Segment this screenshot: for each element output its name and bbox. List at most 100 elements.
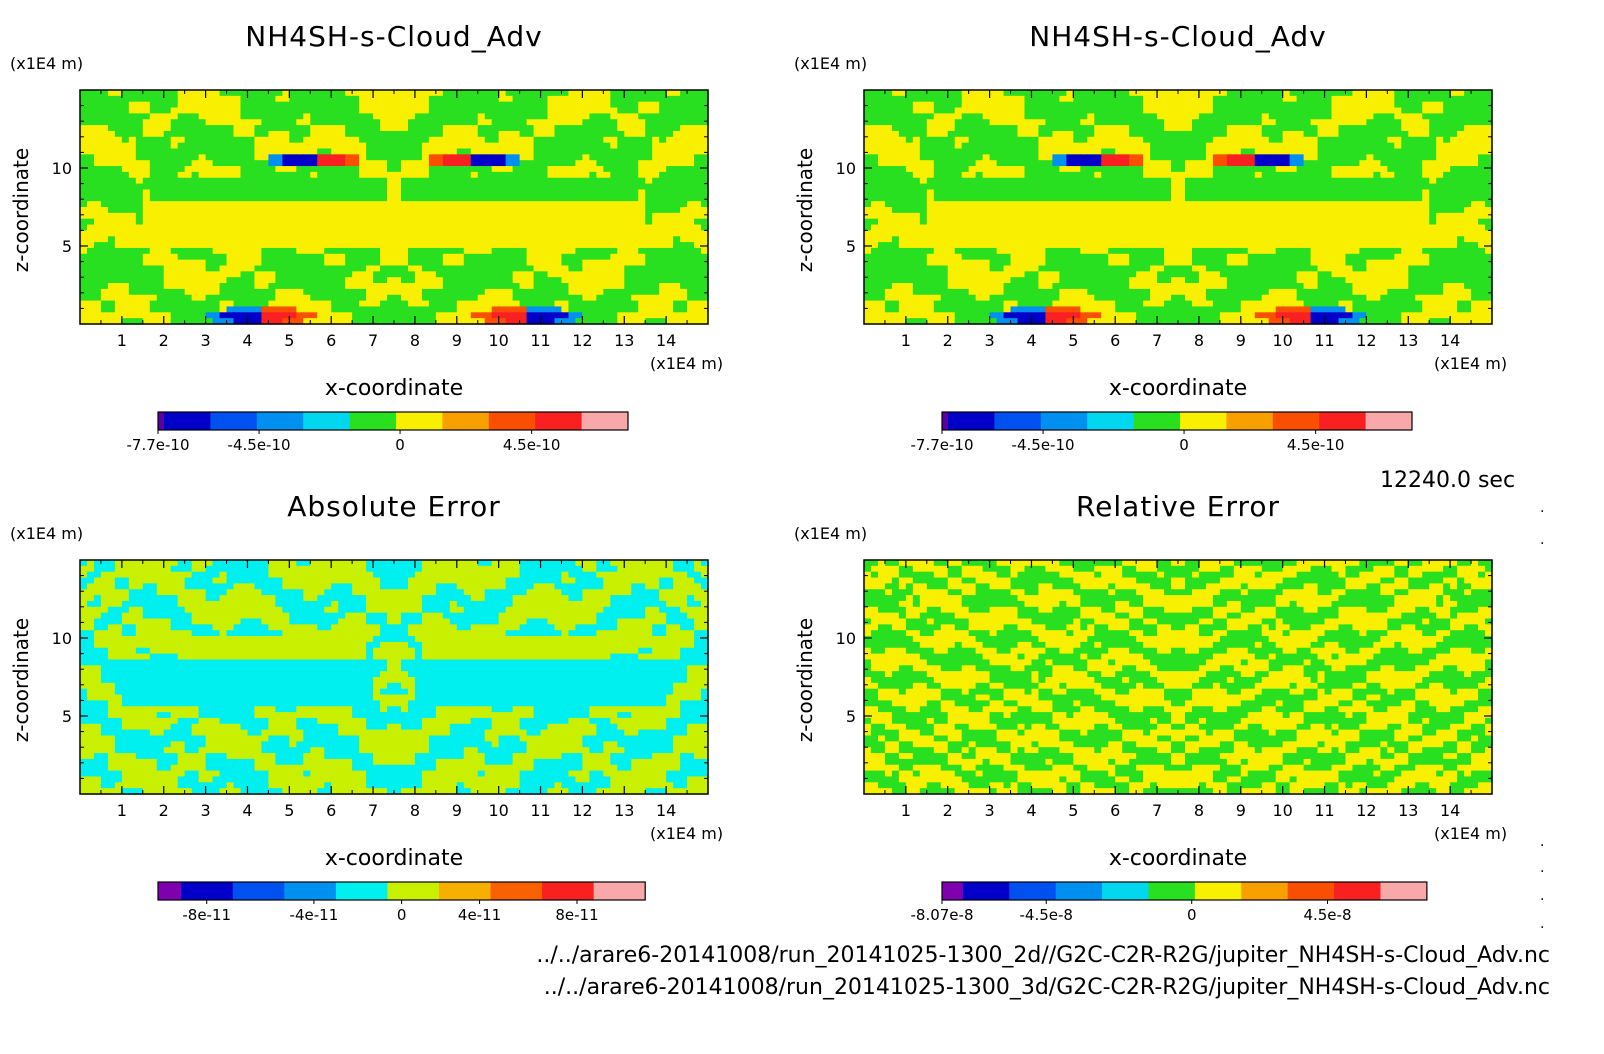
- x-tick-label: 1: [901, 801, 911, 820]
- x-tick-label: 3: [985, 801, 995, 820]
- y-tick-label: 5: [846, 237, 856, 256]
- x-tick-label: 14: [656, 801, 676, 820]
- x-tick-label: 13: [1398, 331, 1418, 350]
- y-tick-label: 10: [836, 629, 856, 648]
- x-tick-label: 6: [1110, 331, 1120, 350]
- colorbar-tick-label: -8e-11: [182, 906, 231, 924]
- x-tick-label: 6: [326, 331, 336, 350]
- colorbar-swatch: [164, 412, 211, 430]
- colorbar-swatch: [396, 412, 443, 430]
- colorbar-swatch: [535, 412, 583, 430]
- x-tick-label: 12: [1356, 801, 1376, 820]
- dot-marker: .: [1540, 860, 1545, 876]
- chart-title: NH4SH-s-Cloud_Adv: [245, 20, 543, 53]
- y-tick-label: 10: [836, 159, 856, 178]
- heatmap-field: [80, 560, 709, 795]
- colorbar-tick-label: -4.5e-10: [1012, 436, 1075, 454]
- dot-marker: .: [1540, 532, 1545, 548]
- colorbar-swatch: [256, 412, 304, 430]
- colorbar-swatch: [1087, 412, 1135, 430]
- x-tick-label: 14: [1440, 331, 1460, 350]
- colorbar-tick-label: 0: [397, 906, 407, 924]
- x-tick-label: 12: [572, 801, 592, 820]
- colorbar-tick-label: 0: [395, 436, 405, 454]
- x-tick-label: 5: [284, 331, 294, 350]
- x-tick-label: 1: [117, 331, 127, 350]
- colorbar: -7.7e-10 -4.5e-10 0 4.5e-10: [911, 411, 1413, 454]
- chart-title: Relative Error: [1075, 490, 1281, 523]
- x-tick-label: 4: [242, 801, 252, 820]
- colorbar-swatch: [442, 412, 490, 430]
- colorbar-tick-label: 0: [1187, 906, 1197, 924]
- x-axis-label: x-coordinate: [1108, 846, 1248, 871]
- x-unit-label: (x1E4 m): [1434, 354, 1508, 373]
- x-tick-label: 10: [488, 331, 508, 350]
- heatmap-field: [80, 90, 709, 325]
- colorbar-swatch: [1102, 882, 1149, 900]
- colorbar-swatch: [1194, 882, 1242, 900]
- x-tick-label: 7: [1152, 801, 1162, 820]
- chart-panel-4: Relative Error (x1E4 m) z-coordinate (x1…: [784, 470, 1564, 940]
- y-tick-label: 5: [62, 237, 72, 256]
- x-tick-label: 13: [614, 801, 634, 820]
- colorbar-swatch: [158, 412, 165, 430]
- x-tick-label: 9: [452, 801, 462, 820]
- colorbar-swatch: [1009, 882, 1057, 900]
- x-tick-label: 9: [1236, 801, 1246, 820]
- y-tick-label: 5: [62, 707, 72, 726]
- chart-panel-2: NH4SH-s-Cloud_Adv (x1E4 m) z-coordinate …: [784, 0, 1564, 470]
- x-tick-label: 9: [452, 331, 462, 350]
- x-tick-label: 12: [572, 331, 592, 350]
- colorbar-swatch: [1133, 412, 1181, 430]
- colorbar-tick-label: -8.07e-8: [911, 906, 974, 924]
- x-tick-label: 7: [1152, 331, 1162, 350]
- x-tick-label: 5: [1068, 801, 1078, 820]
- colorbar-swatch: [335, 882, 388, 900]
- x-tick-label: 3: [985, 331, 995, 350]
- x-tick-label: 1: [901, 331, 911, 350]
- colorbar-swatch: [1272, 412, 1320, 430]
- y-tick-label: 10: [52, 629, 72, 648]
- x-tick-label: 14: [1440, 801, 1460, 820]
- chart-title: Absolute Error: [287, 490, 501, 523]
- y-unit-label: (x1E4 m): [10, 524, 84, 543]
- colorbar-swatch: [181, 882, 234, 900]
- x-tick-label: 10: [1272, 331, 1292, 350]
- x-unit-label: (x1E4 m): [650, 824, 724, 843]
- x-axis-label: x-coordinate: [1108, 376, 1248, 401]
- colorbar-frame: [941, 881, 1428, 901]
- colorbar-swatch: [1180, 412, 1227, 430]
- chart-panel-3: Absolute Error (x1E4 m) z-coordinate (x1…: [0, 470, 780, 940]
- x-tick-label: 10: [1272, 801, 1292, 820]
- colorbar: -8.07e-8 -4.5e-8 0 4.5e-8: [911, 881, 1428, 924]
- colorbar-swatch: [158, 882, 182, 900]
- colorbar-tick-label: 4e-11: [458, 906, 501, 924]
- x-unit-label: (x1E4 m): [1434, 824, 1508, 843]
- x-unit-label: (x1E4 m): [650, 354, 724, 373]
- colorbar-swatch: [488, 412, 536, 430]
- x-tick-label: 8: [1194, 801, 1204, 820]
- file-path-3d: ../../arare6-20141008/run_20141025-1300_…: [543, 975, 1550, 1000]
- colorbar-swatch: [1226, 412, 1274, 430]
- colorbar-tick-label: -4.5e-8: [1020, 906, 1073, 924]
- y-unit-label: (x1E4 m): [794, 54, 868, 73]
- x-tick-label: 3: [201, 331, 211, 350]
- colorbar-tick-label: 4.5e-8: [1303, 906, 1351, 924]
- colorbar-swatch: [1334, 882, 1381, 900]
- colorbar-swatch: [942, 412, 949, 430]
- colorbar-swatch: [303, 412, 351, 430]
- x-axis-label: x-coordinate: [324, 376, 464, 401]
- x-tick-label: 2: [943, 801, 953, 820]
- x-tick-label: 13: [1398, 801, 1418, 820]
- chart-title: NH4SH-s-Cloud_Adv: [1029, 20, 1327, 53]
- colorbar-swatch: [1319, 412, 1367, 430]
- x-tick-label: 2: [943, 331, 953, 350]
- dot-marker: .: [1540, 888, 1545, 904]
- x-tick-label: 2: [159, 331, 169, 350]
- x-tick-label: 1: [117, 801, 127, 820]
- colorbar-swatch: [232, 882, 285, 900]
- x-tick-label: 8: [410, 801, 420, 820]
